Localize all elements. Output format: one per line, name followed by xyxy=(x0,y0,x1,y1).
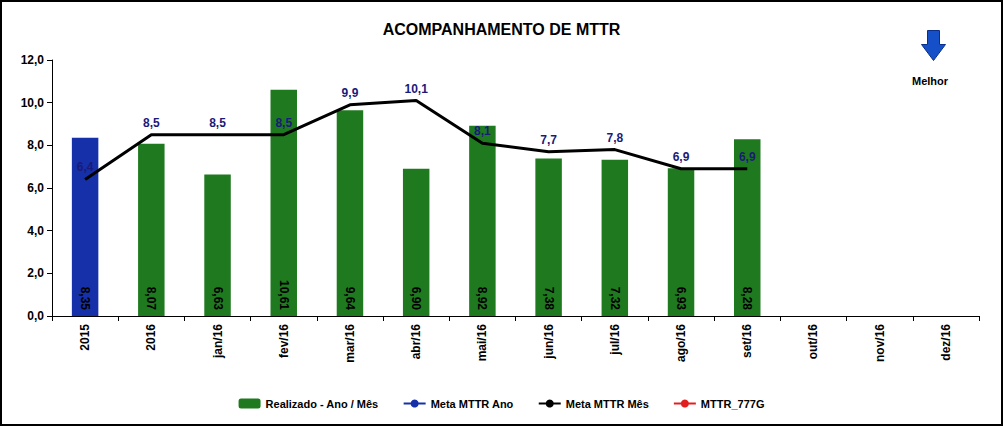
svg-text:8,92: 8,92 xyxy=(475,287,489,311)
svg-text:abr/16: abr/16 xyxy=(409,324,423,360)
svg-text:7,32: 7,32 xyxy=(608,287,622,311)
svg-text:jan/16: jan/16 xyxy=(211,324,225,359)
svg-text:6,4: 6,4 xyxy=(77,160,94,174)
svg-text:10,1: 10,1 xyxy=(404,82,428,96)
svg-text:8,5: 8,5 xyxy=(275,116,292,130)
svg-text:8,07: 8,07 xyxy=(144,287,158,311)
svg-text:8,0: 8,0 xyxy=(27,138,44,152)
svg-text:jul/16: jul/16 xyxy=(608,324,622,356)
svg-text:Meta MTTR Ano: Meta MTTR Ano xyxy=(431,398,514,410)
svg-text:7,7: 7,7 xyxy=(540,133,557,147)
svg-text:6,9: 6,9 xyxy=(739,150,756,164)
svg-text:6,93: 6,93 xyxy=(674,287,688,311)
svg-text:7,8: 7,8 xyxy=(606,131,623,145)
svg-text:0,0: 0,0 xyxy=(27,309,44,323)
svg-text:12,0: 12,0 xyxy=(21,53,45,67)
svg-text:8,5: 8,5 xyxy=(209,116,226,130)
svg-text:7,38: 7,38 xyxy=(542,287,556,311)
svg-text:Realizado - Ano / Mês: Realizado - Ano / Mês xyxy=(266,398,379,410)
svg-text:MTTR_777G: MTTR_777G xyxy=(701,398,765,410)
svg-text:Melhor: Melhor xyxy=(912,75,949,87)
svg-text:10,0: 10,0 xyxy=(21,96,45,110)
svg-text:2016: 2016 xyxy=(144,324,158,351)
svg-text:mai/16: mai/16 xyxy=(475,324,489,362)
svg-text:mar/16: mar/16 xyxy=(343,324,357,363)
svg-text:set/16: set/16 xyxy=(740,324,754,358)
svg-text:ACOMPANHAMENTO DE MTTR: ACOMPANHAMENTO DE MTTR xyxy=(383,21,621,38)
svg-text:jun/16: jun/16 xyxy=(542,324,556,360)
svg-text:2,0: 2,0 xyxy=(27,266,44,280)
svg-text:8,35: 8,35 xyxy=(78,287,92,311)
svg-text:6,63: 6,63 xyxy=(211,287,225,311)
svg-text:out/16: out/16 xyxy=(806,324,820,360)
svg-text:Meta MTTR Mês: Meta MTTR Mês xyxy=(566,398,649,410)
svg-text:2015: 2015 xyxy=(78,324,92,351)
svg-text:ago/16: ago/16 xyxy=(674,324,688,362)
svg-text:8,1: 8,1 xyxy=(474,124,491,138)
svg-text:9,9: 9,9 xyxy=(342,86,359,100)
svg-text:6,0: 6,0 xyxy=(27,181,44,195)
svg-text:10,61: 10,61 xyxy=(277,280,291,310)
svg-text:9,64: 9,64 xyxy=(343,287,357,311)
svg-text:4,0: 4,0 xyxy=(27,224,44,238)
svg-text:dez/16: dez/16 xyxy=(939,324,953,361)
svg-text:fev/16: fev/16 xyxy=(277,324,291,358)
svg-text:8,5: 8,5 xyxy=(143,116,160,130)
svg-text:8,28: 8,28 xyxy=(740,287,754,311)
svg-text:nov/16: nov/16 xyxy=(873,324,887,362)
svg-text:6,90: 6,90 xyxy=(409,287,423,311)
svg-text:6,9: 6,9 xyxy=(673,150,690,164)
